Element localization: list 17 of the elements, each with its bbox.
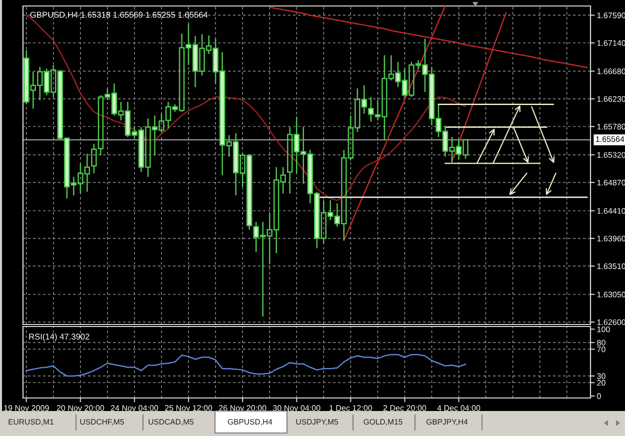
x-tick-label: 4 Dec 04:00	[437, 405, 480, 411]
x-tick-label: 1 Dec 12:00	[330, 405, 372, 411]
x-tick-label: 2 Dec 20:00	[383, 405, 426, 411]
x-tick-label: 24 Nov 04:00	[110, 405, 158, 411]
text: GBPUSD,H4 1.65318 1.65569 1.65255 1.65564	[30, 12, 208, 19]
y-tick-label: 0	[597, 393, 601, 399]
x-tick-label: 20 Nov 20:00	[56, 405, 104, 411]
y-tick-label: 70	[597, 346, 606, 352]
x-tick-label: 19 Nov 2009	[4, 405, 49, 411]
y-tick-label: 80	[597, 340, 606, 346]
y-tick-label: 30	[597, 373, 606, 379]
ref-line-label: 1.65564	[596, 136, 624, 142]
y-tick-label: 100	[597, 326, 610, 332]
y-tick-label: 20	[597, 380, 606, 386]
line-series	[26, 354, 466, 377]
text: RSI(14) 47.3902	[29, 333, 90, 342]
x-tick-label: 25 Nov 12:00	[164, 405, 212, 411]
